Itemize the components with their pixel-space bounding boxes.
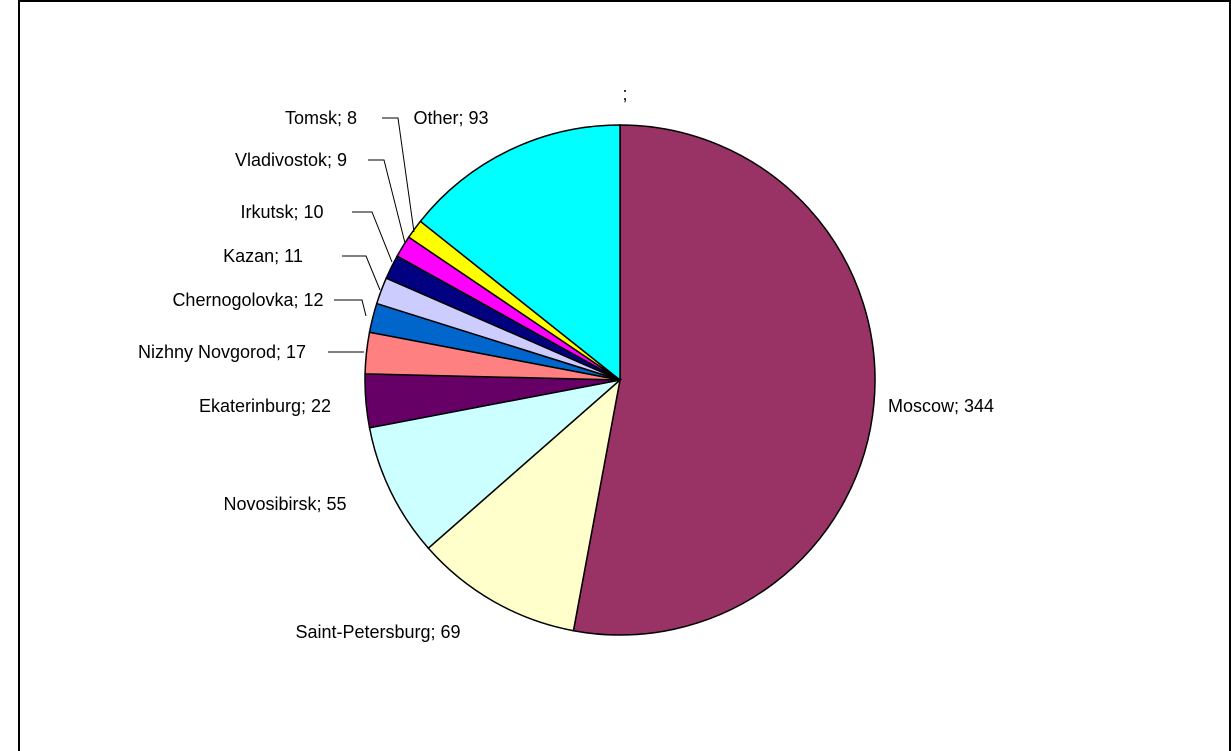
leader-line [352,211,393,263]
slice-label: Novosibirsk; 55 [223,494,346,514]
slice-label: Nizhny Novgorod; 17 [138,342,306,362]
slice-label: Moscow; 344 [888,396,994,416]
pie-slice-novosibirsk [368,378,623,550]
slice-label: Irkutsk; 10 [240,202,323,222]
slice-label: Other; 93 [413,108,488,128]
slice-label: Vladivostok; 9 [235,150,347,170]
pie-slices [364,124,876,636]
slice-labels: Moscow; 344 Saint-Petersburg; 69 Novosibir… [138,108,994,642]
leader-line [334,299,367,317]
leader-line [342,255,381,291]
leader-lines [328,117,415,353]
slice-label: Chernogolovka; 12 [172,290,323,310]
slice-label: Ekaterinburg; 22 [199,396,331,416]
slice-label: Tomsk; 8 [285,108,357,128]
leader-line [368,159,406,244]
pie-slice-moscow [572,124,876,636]
leader-line [382,117,415,233]
pie-slice-other [419,124,621,382]
pie-slice-saint-petersburg [427,378,622,632]
slice-label: Kazan; 11 [223,246,303,266]
chart-title: ; [622,84,627,104]
slice-label: Saint-Petersburg; 69 [295,622,460,642]
